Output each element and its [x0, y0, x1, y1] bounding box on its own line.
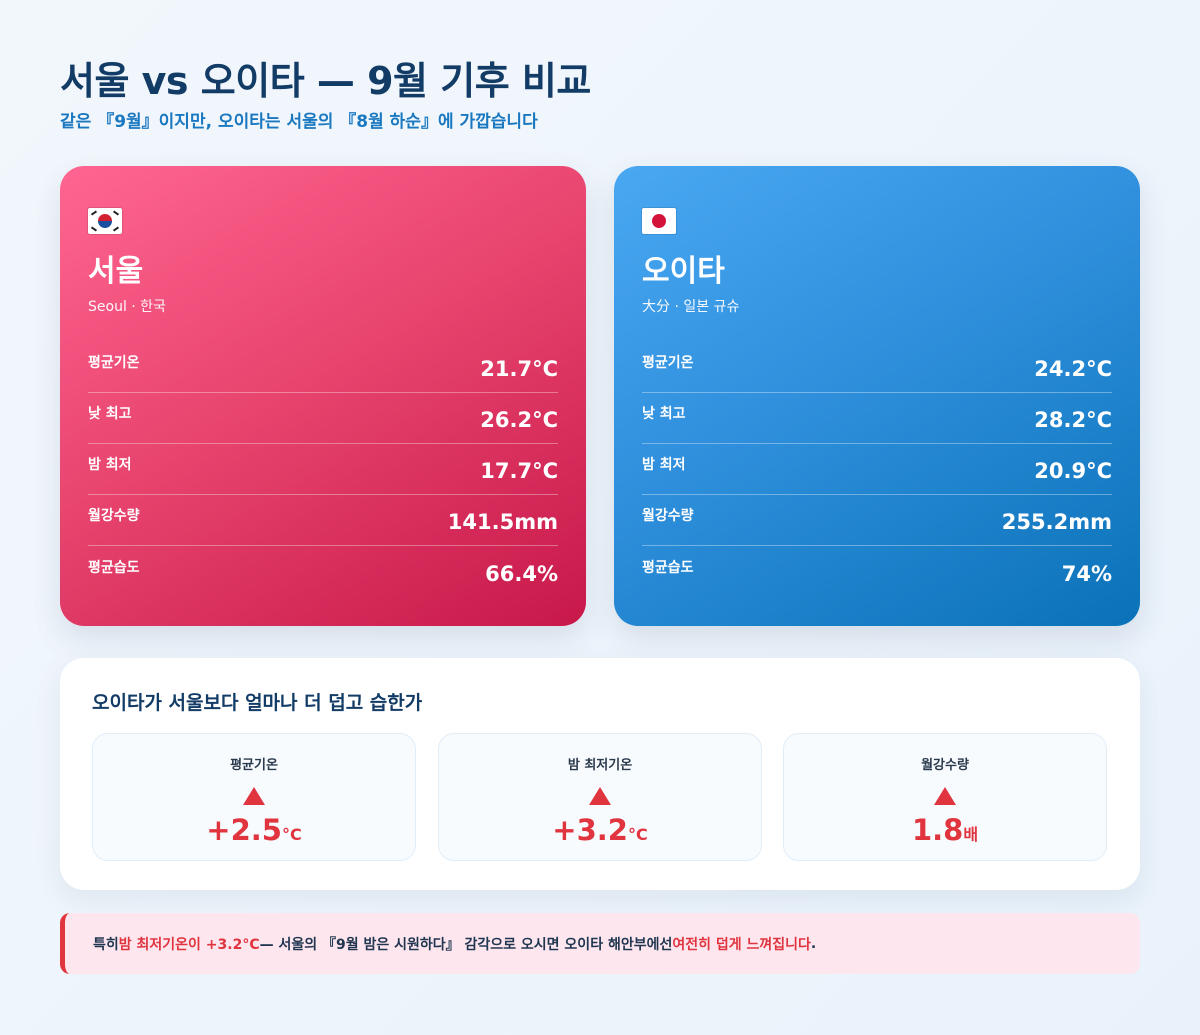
oita-card: 오이타 大分 · 일본 규슈 평균기온 24.2°C 낮 최고 28.2°C 밤…	[614, 166, 1140, 626]
city-name: 오이타	[642, 254, 725, 289]
stats-list: 평균기온 21.7°C 낮 최고 26.2°C 밤 최저 17.7°C 월강수량…	[88, 342, 558, 597]
stat-value: 24.2°C	[1034, 357, 1112, 381]
stat-value: 141.5mm	[447, 510, 558, 534]
stat-value: 17.7°C	[480, 459, 558, 483]
stat-row-day-high: 낮 최고 28.2°C	[642, 393, 1112, 444]
stat-row-rainfall: 월강수량 141.5mm	[88, 495, 558, 546]
note-highlight: 밤 최저기온이 +3.2°C	[118, 936, 260, 953]
diff-label: 평균기온	[230, 758, 278, 773]
diff-value-wrap: +2.5°C	[93, 813, 415, 847]
up-triangle-icon	[934, 787, 956, 805]
comparison-title: 오이타가 서울보다 얼마나 더 덥고 습한가	[92, 692, 423, 714]
diff-value-wrap: 1.8배	[784, 813, 1106, 847]
stat-value: 28.2°C	[1034, 408, 1112, 432]
diff-unit: 배	[963, 825, 979, 844]
stat-value: 255.2mm	[1001, 510, 1112, 534]
stat-label: 낮 최고	[88, 406, 132, 422]
stat-label: 월강수량	[642, 508, 694, 524]
stat-label: 밤 최저	[642, 457, 686, 473]
stat-value: 21.7°C	[480, 357, 558, 381]
stat-row-humidity: 평균습도 74%	[642, 546, 1112, 597]
callout-note: 특히 밤 최저기온이 +3.2°C — 서울의 『9월 밤은 시원하다』 감각으…	[60, 913, 1140, 974]
stats-list: 평균기온 24.2°C 낮 최고 28.2°C 밤 최저 20.9°C 월강수량…	[642, 342, 1112, 597]
diff-value-wrap: +3.2°C	[439, 813, 761, 847]
diff-card-rainfall: 월강수량 1.8배	[783, 733, 1107, 861]
diff-card-night-low: 밤 최저기온 +3.2°C	[438, 733, 762, 861]
diff-value: +2.5	[206, 813, 282, 847]
note-text: .	[810, 935, 817, 952]
stat-row-avg-temp: 평균기온 21.7°C	[88, 342, 558, 393]
diff-label: 밤 최저기온	[567, 758, 633, 773]
stat-label: 평균기온	[642, 355, 694, 371]
stat-label: 밤 최저	[88, 457, 132, 473]
stat-label: 월강수량	[88, 508, 140, 524]
diff-value: 1.8	[911, 813, 964, 847]
stat-label: 평균습도	[88, 559, 140, 576]
seoul-card: 서울 Seoul · 한국 평균기온 21.7°C 낮 최고 26.2°C 밤 …	[60, 166, 586, 626]
stat-label: 낮 최고	[642, 406, 686, 422]
diff-label: 월강수량	[921, 758, 969, 773]
stat-row-day-high: 낮 최고 26.2°C	[88, 393, 558, 444]
page-subtitle: 같은 『9월』이지만, 오이타는 서울의 『8월 하순』에 가깝습니다	[60, 112, 538, 132]
stat-label: 평균기온	[88, 355, 140, 371]
up-triangle-icon	[589, 787, 611, 805]
city-subtitle: 大分 · 일본 규슈	[642, 299, 740, 315]
japan-flag-icon	[642, 208, 676, 234]
city-name: 서울	[88, 254, 144, 289]
note-text: 특히	[93, 936, 119, 953]
diff-value: +3.2	[552, 813, 628, 847]
stat-value: 74%	[1061, 561, 1112, 586]
page-title: 서울 vs 오이타 — 9월 기후 비교	[60, 59, 591, 103]
stat-row-night-low: 밤 최저 17.7°C	[88, 444, 558, 495]
diff-card-avg-temp: 평균기온 +2.5°C	[92, 733, 416, 861]
stat-row-rainfall: 월강수량 255.2mm	[642, 495, 1112, 546]
note-text: — 서울의 『9월 밤은 시원하다』 감각으로 오시면 오이타 해안부에선	[259, 936, 673, 953]
stat-row-avg-temp: 평균기온 24.2°C	[642, 342, 1112, 393]
diff-unit: °C	[627, 825, 648, 844]
stat-row-humidity: 평균습도 66.4%	[88, 546, 558, 597]
stat-value: 66.4%	[485, 561, 558, 586]
stat-row-night-low: 밤 최저 20.9°C	[642, 444, 1112, 495]
stat-value: 20.9°C	[1034, 459, 1112, 483]
up-triangle-icon	[243, 787, 265, 805]
comparison-panel: 오이타가 서울보다 얼마나 더 덥고 습한가 평균기온 +2.5°C 밤 최저기…	[60, 658, 1140, 890]
city-subtitle: Seoul · 한국	[88, 299, 166, 315]
stat-label: 평균습도	[642, 559, 694, 576]
stat-value: 26.2°C	[480, 408, 558, 432]
diff-unit: °C	[281, 825, 302, 844]
note-highlight: 여전히 덥게 느껴집니다	[672, 936, 811, 953]
south-korea-flag-icon	[88, 208, 122, 234]
